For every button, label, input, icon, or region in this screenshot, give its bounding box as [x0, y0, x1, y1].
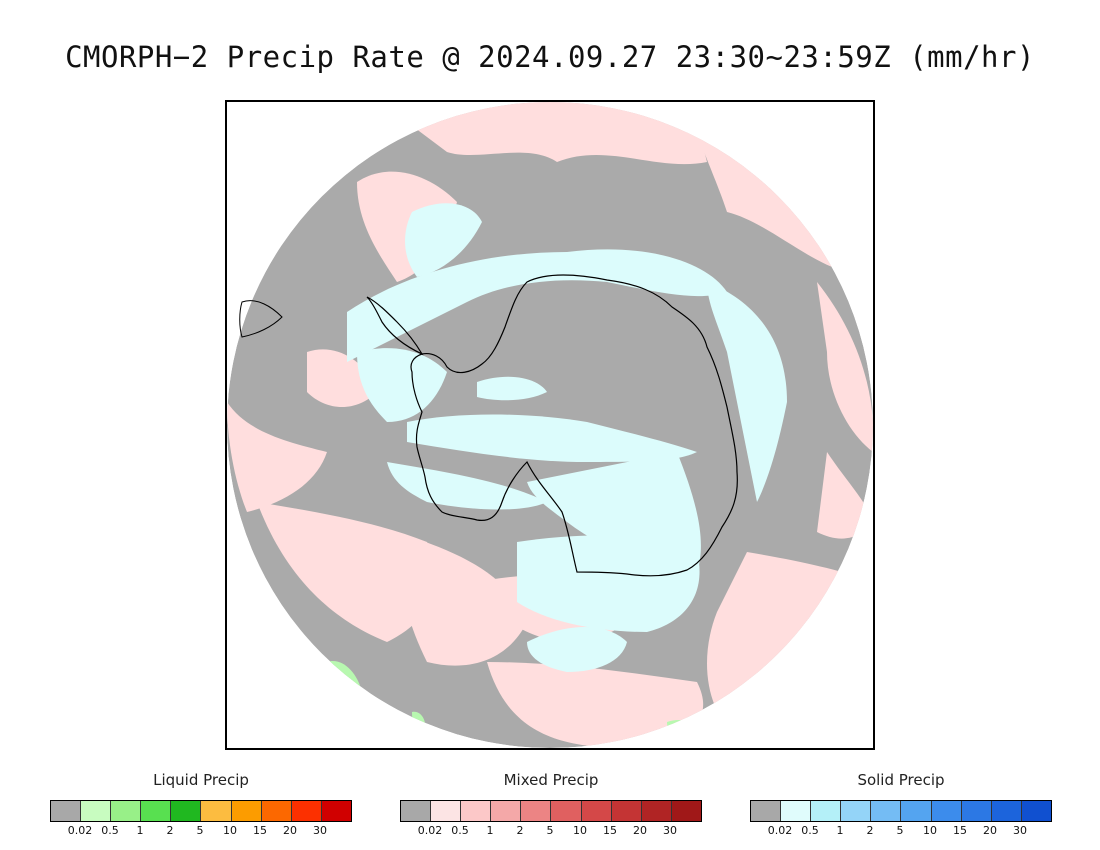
tick-label: 20 — [633, 824, 647, 837]
color-bar — [400, 800, 702, 822]
tick-label: 15 — [603, 824, 617, 837]
tick-label: 0.5 — [801, 824, 819, 837]
legend-swatch-5 — [551, 801, 582, 821]
antarctic-precip-map — [227, 102, 873, 748]
tick-label: 0.02 — [67, 824, 93, 837]
tick-label: 2 — [516, 824, 524, 837]
tick-label: 2 — [166, 824, 174, 837]
legend-swatch-7 — [961, 801, 992, 821]
legend-swatch-9 — [321, 801, 351, 821]
legend-swatch-5 — [901, 801, 932, 821]
legend-swatch-9 — [671, 801, 701, 821]
tick-label: 0.02 — [417, 824, 443, 837]
tick-label: 5 — [896, 824, 904, 837]
tick-label: 30 — [313, 824, 327, 837]
south-america-tip — [239, 300, 283, 338]
color-bar — [750, 800, 1052, 822]
legend-swatch-3 — [141, 801, 172, 821]
tick-label: 0.5 — [451, 824, 469, 837]
tick-label: 10 — [573, 824, 587, 837]
legend-solid: Solid Precip 0.02 0.5 1 2 5 10 15 20 30 — [750, 770, 1052, 840]
legend-liquid: Liquid Precip 0.02 0.5 1 2 5 10 15 20 30 — [50, 770, 352, 840]
legend-swatch-7 — [261, 801, 292, 821]
color-bar — [50, 800, 352, 822]
tick-label: 5 — [196, 824, 204, 837]
tick-label: 0.5 — [101, 824, 119, 837]
legend-swatch-3 — [841, 801, 872, 821]
tick-label: 2 — [866, 824, 874, 837]
legend-swatch-1 — [431, 801, 462, 821]
legend-swatch-4 — [521, 801, 552, 821]
legend-swatch-6 — [581, 801, 612, 821]
tick-labels: 0.02 0.5 1 2 5 10 15 20 30 — [400, 824, 702, 840]
legend-swatch-4 — [871, 801, 902, 821]
tick-label: 1 — [836, 824, 844, 837]
tick-label: 15 — [953, 824, 967, 837]
tick-labels: 0.02 0.5 1 2 5 10 15 20 30 — [750, 824, 1052, 840]
tick-label: 5 — [546, 824, 554, 837]
tick-label: 20 — [983, 824, 997, 837]
tick-label: 30 — [1013, 824, 1027, 837]
tick-labels: 0.02 0.5 1 2 5 10 15 20 30 — [50, 824, 352, 840]
tick-label: 30 — [663, 824, 677, 837]
legend-swatch-0 — [751, 801, 782, 821]
legend-swatch-8 — [291, 801, 322, 821]
tick-label: 15 — [253, 824, 267, 837]
tick-label: 20 — [283, 824, 297, 837]
legend-swatch-7 — [611, 801, 642, 821]
legend-title: Solid Precip — [857, 771, 945, 789]
legend-swatch-8 — [641, 801, 672, 821]
legend-swatch-6 — [931, 801, 962, 821]
solid-precip-regions — [347, 203, 787, 672]
tick-label: 10 — [923, 824, 937, 837]
legend-swatch-2 — [111, 801, 142, 821]
tick-label: 10 — [223, 824, 237, 837]
legend-swatch-0 — [401, 801, 432, 821]
legend-swatch-0 — [51, 801, 82, 821]
peninsula-coastline — [366, 296, 424, 356]
legend-swatch-1 — [781, 801, 812, 821]
legend-swatch-3 — [491, 801, 522, 821]
tick-label: 0.02 — [767, 824, 793, 837]
legend-swatch-5 — [201, 801, 232, 821]
legend-swatch-9 — [1021, 801, 1051, 821]
tick-label: 1 — [486, 824, 494, 837]
legend-title: Liquid Precip — [153, 771, 249, 789]
legend-title: Mixed Precip — [503, 771, 599, 789]
legend-swatch-2 — [811, 801, 842, 821]
legend-swatch-1 — [81, 801, 112, 821]
legend-swatch-2 — [461, 801, 492, 821]
polar-map — [225, 100, 875, 750]
chart-title: CMORPH−2 Precip Rate @ 2024.09.27 23:30~… — [65, 40, 1035, 74]
legend-swatch-4 — [171, 801, 202, 821]
legend-swatch-6 — [231, 801, 262, 821]
legend-mixed: Mixed Precip 0.02 0.5 1 2 5 10 15 20 30 — [400, 770, 702, 840]
legend-swatch-8 — [991, 801, 1022, 821]
tick-label: 1 — [136, 824, 144, 837]
